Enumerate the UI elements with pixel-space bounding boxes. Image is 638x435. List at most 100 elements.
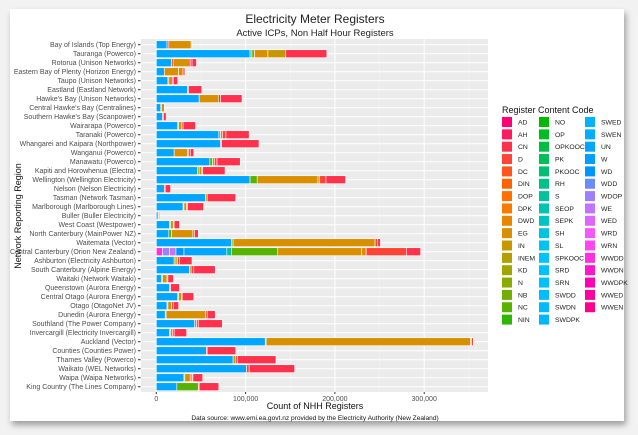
legend-item-sepk: SEPK — [539, 215, 574, 226]
bar-segment-eg: West Coast (Westpower) EG: 3000 — [170, 220, 174, 229]
bar-stack: Wanganui (Powerco) UN: 20000Wanganui (Po… — [156, 148, 195, 157]
legend-item-d: D — [502, 154, 523, 165]
y-tick-label: Invercargill (Electricity Invercargill) — [30, 330, 136, 337]
bar-segment-eg: Taupo (Unison Networks) EG: 4000 — [168, 76, 173, 85]
y-tick-label: Rotorua (Unison Networks) — [52, 60, 136, 67]
bar-stack: North Canterbury (MainPower NZ) UN: 1400… — [156, 229, 199, 238]
y-tick-label: Counties (Counties Power) — [52, 348, 136, 355]
legend-item-wdop: WDOP — [585, 191, 623, 202]
bar-segment-we: Central Canterbury (Orion New Zealand) W… — [169, 247, 177, 256]
bar-segment-cn: Taupo (Unison Networks) CN: 5000 — [172, 76, 179, 85]
y-tick-label: North Canterbury (MainPower NZ) — [29, 231, 136, 238]
bar-segment-un: Taranaki (Powerco) UN: 70000 — [156, 130, 220, 139]
bar-stack: Bay of Islands (Top Energy) UN: 12000Bay… — [156, 40, 193, 49]
legend-label: PK — [555, 156, 565, 163]
bar-segment-in: Tauranga (Powerco) IN: 20000 — [267, 49, 287, 58]
legend-item-din: DIN — [502, 178, 530, 189]
chart-title: Electricity Meter Registers — [245, 12, 384, 26]
legend-item-wwdpk: WWDPK — [585, 277, 628, 288]
y-tick-label: Otago (OtagoNet JV) — [70, 303, 136, 310]
bar-segment-un: Wellington (Wellington Electricity) UN: … — [156, 175, 251, 184]
legend-key — [585, 302, 595, 313]
bar-segment-un: Central Hawke's Bay (Centralines) UN: 50… — [156, 103, 162, 112]
y-tick-label: Waitaki (Network Waitaki) — [56, 276, 136, 283]
legend-label: SRN — [555, 280, 569, 287]
bar-segment-eg: Auckland (Vector) EG: 229000 — [265, 337, 471, 346]
bar-segment-un: Invercargill (Electricity Invercargill) … — [156, 328, 170, 337]
legend-key — [539, 191, 549, 202]
bar-segment-nc: Manawatu (Powerco) NC: 3000 — [209, 157, 213, 166]
legend-key — [585, 252, 595, 263]
legend-item-sh: SH — [539, 228, 565, 239]
bar-segment-un: Whangarei and Kaipara (Northpower) UN: 7… — [156, 139, 221, 148]
legend-label: DOP — [518, 194, 533, 201]
legend-item-w: W — [585, 154, 608, 165]
legend-label: WWDN — [601, 268, 624, 275]
legend-item-kd: KD — [502, 265, 528, 276]
y-tick-label: Bay of Islands (Top Energy) — [50, 42, 136, 49]
bar-stack: Ashburton (Electricity Ashburton) UN: 20… — [156, 256, 193, 265]
bar-segment-cn: Manawatu (Powerco) CN: 26000 — [216, 157, 241, 166]
bar-segment-cn: Otago (OtagoNet JV) CN: 6000 — [172, 301, 179, 310]
bar-stack: Buller (Buller Electricity) UN: 2000Bull… — [156, 211, 161, 220]
bar-stack: Tauranga (Powerco) UN: 105000Tauranga (P… — [156, 49, 328, 58]
legend-label: IN — [518, 243, 525, 250]
x-tick-label: 100,000 — [233, 396, 258, 403]
bar-segment-un: Eastern Bay of Plenty (Horizon Energy) U… — [156, 67, 165, 76]
bar-segment-un: Manawatu (Powerco) UN: 60000 — [156, 157, 211, 166]
legend-label: WWDD — [601, 255, 624, 262]
bar-segment-d: Wellington (Wellington Electricity) D: 7… — [319, 175, 327, 184]
bar-segment-eg: Otago (OtagoNet JV) EG: 4000 — [167, 301, 172, 310]
legend-key — [585, 289, 595, 300]
bar-stack: Hawke's Bay (Unison Networks) UN: 48000H… — [156, 94, 243, 103]
y-tick-label: Tauranga (Powerco) — [73, 51, 136, 58]
bar-stack: Southern Hawke's Bay (Scanpower) UN: 700… — [156, 112, 167, 121]
legend-item-wwed: WWED — [585, 289, 623, 300]
bar-segment-eg: Kapiti and Horowhenua (Electra) EG: 3000 — [198, 166, 203, 175]
bar-segment-cn: Whangarei and Kaipara (Northpower) CN: 4… — [221, 139, 260, 148]
bar-segment-un: Tasman (Network Tasman) UN: 55000 — [156, 193, 206, 202]
bar-segment-eg: Tauranga (Powerco) EG: 15000 — [254, 49, 269, 58]
legend-key — [585, 154, 595, 165]
legend-key — [502, 228, 512, 239]
legend-item-rh: RH — [539, 178, 565, 189]
y-tick-label: Dunedin (Aurora Energy) — [58, 312, 136, 319]
bar-segment-un: North Canterbury (MainPower NZ) UN: 1400… — [156, 229, 170, 238]
legend-item-inem: INEM — [502, 252, 535, 263]
legend-label: WWED — [601, 292, 623, 299]
bar-segment-d: Auckland (Vector) D: 2000 — [471, 337, 474, 346]
legend-label: SEPK — [555, 218, 574, 225]
legend-item-in: IN — [502, 240, 525, 251]
legend-key — [539, 203, 549, 214]
y-tick-label: Tasman (Network Tasman) — [53, 195, 136, 202]
legend-key — [539, 314, 549, 325]
legend-label: WDOP — [601, 194, 623, 201]
bar-segment-eg: Marlborough (Marlborough Lines) EG: 3000 — [183, 202, 187, 211]
legend-label: WRN — [601, 243, 617, 250]
bar-segment-cn: Taranaki (Powerco) CN: 26000 — [225, 130, 250, 139]
bar-segment-d: Waitaki (Network Waitaki) D: 1000 — [172, 274, 175, 283]
bar-segment-cn: Eastland (Eastland Network) CN: 15000 — [188, 85, 203, 94]
bar-segment-un: Wairarapa (Powerco) UN: 24000 — [156, 121, 179, 130]
legend-item-pk: PK — [539, 154, 565, 165]
bar-segment-eg: Waitaki (Network Waitaki) EG: 5000 — [162, 274, 168, 283]
y-tick-label: Buller (Buller Electricity) — [62, 213, 136, 220]
bar-segment-eg: Bay of Islands (Top Energy) EG: 25000 — [168, 40, 192, 49]
bar-segment-un: Ashburton (Electricity Ashburton) UN: 20… — [156, 256, 175, 265]
legend-label: SWED — [601, 119, 621, 126]
bar-segment-cn: Kapiti and Horowhenua (Electra) CN: 2500… — [202, 166, 226, 175]
bar-stack: Central Canterbury (Orion New Zealand) W… — [156, 247, 421, 256]
bar-segment-un: Thames Valley (Powerco) UN: 86000 — [156, 355, 234, 364]
legend-label: DWD — [518, 218, 534, 225]
y-tick-label: Waitemata (Vector) — [76, 240, 136, 247]
legend-key — [502, 141, 512, 152]
bar-segment-d: Manawatu (Powerco) D: 3000 — [214, 157, 218, 166]
legend-label: CN — [518, 144, 528, 151]
legend-label: KD — [518, 268, 528, 275]
y-tick-label: Marlborough (Marlborough Lines) — [32, 204, 136, 211]
legend-item-wrd: WRD — [585, 228, 617, 239]
legend-label: SH — [555, 231, 565, 238]
bar-segment-un: Southern Hawke's Bay (Scanpower) UN: 700… — [156, 112, 163, 121]
legend-key — [539, 141, 549, 152]
